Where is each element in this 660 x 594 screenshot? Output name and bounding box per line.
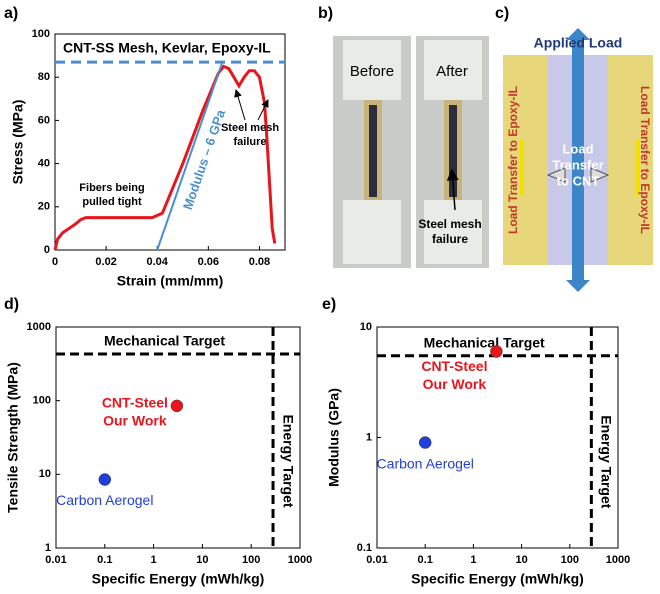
point-label: Carbon Aerogel bbox=[56, 492, 153, 508]
target-label: Energy Target bbox=[599, 415, 615, 508]
y-tick-label: 100 bbox=[33, 395, 51, 407]
y-tick-label: 10 bbox=[39, 468, 51, 480]
x-tick-label: 0.02 bbox=[95, 256, 116, 268]
x-tick-label: 0.01 bbox=[366, 554, 387, 566]
diagram-label: Applied Load bbox=[534, 35, 623, 51]
y-tick-label: 20 bbox=[38, 201, 50, 213]
data-point bbox=[98, 473, 112, 486]
y-tick-label: 10 bbox=[360, 321, 372, 333]
diagram-label: Transfer bbox=[552, 157, 603, 172]
photo-note: failure bbox=[432, 232, 468, 246]
x-axis-label: Specific Energy (mWh/kg) bbox=[92, 571, 265, 587]
diagram-label: Load Transfer to Epoxy-IL bbox=[506, 86, 520, 234]
data-point bbox=[170, 399, 184, 413]
y-tick-label: 60 bbox=[38, 114, 50, 126]
x-tick-label: 0.04 bbox=[147, 256, 169, 268]
x-tick-label: 0.01 bbox=[45, 554, 66, 566]
target-label: Mechanical Target bbox=[424, 334, 545, 350]
mesh bbox=[449, 105, 457, 197]
diagram: Applied Load Load Transfer to Epoxy-IL L… bbox=[503, 28, 653, 292]
data-point bbox=[418, 436, 432, 449]
x-tick-label: 10 bbox=[515, 554, 527, 566]
y-tick-label: 40 bbox=[38, 158, 50, 170]
label-after: After bbox=[436, 63, 468, 80]
y-tick-label: 1000 bbox=[27, 321, 51, 333]
grip bbox=[424, 40, 482, 100]
arrow bbox=[446, 168, 459, 211]
y-tick-label: 0 bbox=[44, 244, 50, 256]
plot-frame bbox=[376, 326, 619, 549]
x-tick-label: 10 bbox=[196, 554, 208, 566]
chart-title: CNT-SS Mesh, Kevlar, Epoxy-IL bbox=[63, 40, 271, 56]
point-label: Our Work bbox=[423, 376, 487, 392]
x-tick-label: 100 bbox=[242, 554, 260, 566]
y-tick-label: 0.1 bbox=[357, 542, 372, 554]
x-tick-label: 0 bbox=[52, 256, 58, 268]
y-axis-label: Stress (MPa) bbox=[10, 100, 26, 185]
point-label: Our Work bbox=[103, 413, 167, 429]
panel-label: c) bbox=[495, 5, 509, 22]
line-series bbox=[53, 64, 277, 251]
label-before: Before bbox=[350, 63, 394, 80]
panel-label: d) bbox=[4, 296, 19, 313]
x-tick-label: 100 bbox=[561, 554, 579, 566]
x-tick-label: 0.08 bbox=[249, 256, 270, 268]
plot-frame bbox=[54, 33, 286, 251]
line-series bbox=[156, 61, 224, 251]
y-tick-label: 1 bbox=[45, 542, 51, 554]
plot-frame bbox=[55, 326, 301, 549]
grip bbox=[343, 40, 401, 100]
annotation-arrow bbox=[257, 99, 269, 121]
data-point bbox=[490, 345, 503, 358]
x-axis-label: Strain (mm/mm) bbox=[117, 273, 224, 289]
transfer-arrows bbox=[520, 140, 640, 195]
x-axis-label: Specific Energy (mWh/kg) bbox=[411, 571, 584, 587]
x-tick-label: 0.1 bbox=[97, 554, 112, 566]
annotation: pulled tight bbox=[82, 196, 142, 208]
photos: Before After Steel mesh failure bbox=[333, 36, 489, 268]
x-tick-label: 0.06 bbox=[198, 256, 219, 268]
target-label: Energy Target bbox=[280, 414, 296, 507]
photo-note: Steel mesh bbox=[418, 217, 481, 231]
point-label: CNT-Steel bbox=[421, 358, 487, 374]
panel-label: b) bbox=[318, 5, 333, 22]
y-axis-label: Tensile Strength (MPa) bbox=[5, 362, 21, 513]
grip bbox=[343, 200, 401, 264]
x-tick-label: 1 bbox=[151, 554, 157, 566]
annotation: Steel mesh bbox=[221, 122, 279, 134]
diagram-label: Load Transfer to Epoxy-IL bbox=[638, 86, 652, 234]
y-tick-label: 100 bbox=[32, 28, 50, 40]
panel-label: e) bbox=[322, 296, 336, 313]
x-tick-label: 1 bbox=[470, 554, 476, 566]
title-box bbox=[59, 38, 279, 60]
y-tick-label: 80 bbox=[38, 71, 50, 83]
panel-label: a) bbox=[4, 5, 18, 22]
target-label: Mechanical Target bbox=[104, 333, 225, 349]
diagram-label: to CNT bbox=[557, 173, 600, 188]
x-tick-label: 0.1 bbox=[418, 554, 433, 566]
transfer-arrows bbox=[546, 167, 610, 183]
load-axis bbox=[572, 40, 584, 280]
y-tick-label: 1 bbox=[366, 431, 372, 443]
x-tick-label: 1000 bbox=[288, 554, 312, 566]
x-tick-label: 1000 bbox=[606, 554, 630, 566]
diagram-label: Load bbox=[562, 141, 593, 156]
y-axis-label: Modulus (GPa) bbox=[326, 388, 342, 487]
point-label: CNT-Steel bbox=[102, 395, 168, 411]
annotation: failure bbox=[233, 136, 266, 148]
grip bbox=[424, 200, 482, 264]
annotation: Fibers being bbox=[79, 182, 144, 194]
point-label: Carbon Aerogel bbox=[377, 455, 474, 471]
annotation-arrow bbox=[234, 89, 246, 121]
mesh bbox=[369, 105, 377, 197]
